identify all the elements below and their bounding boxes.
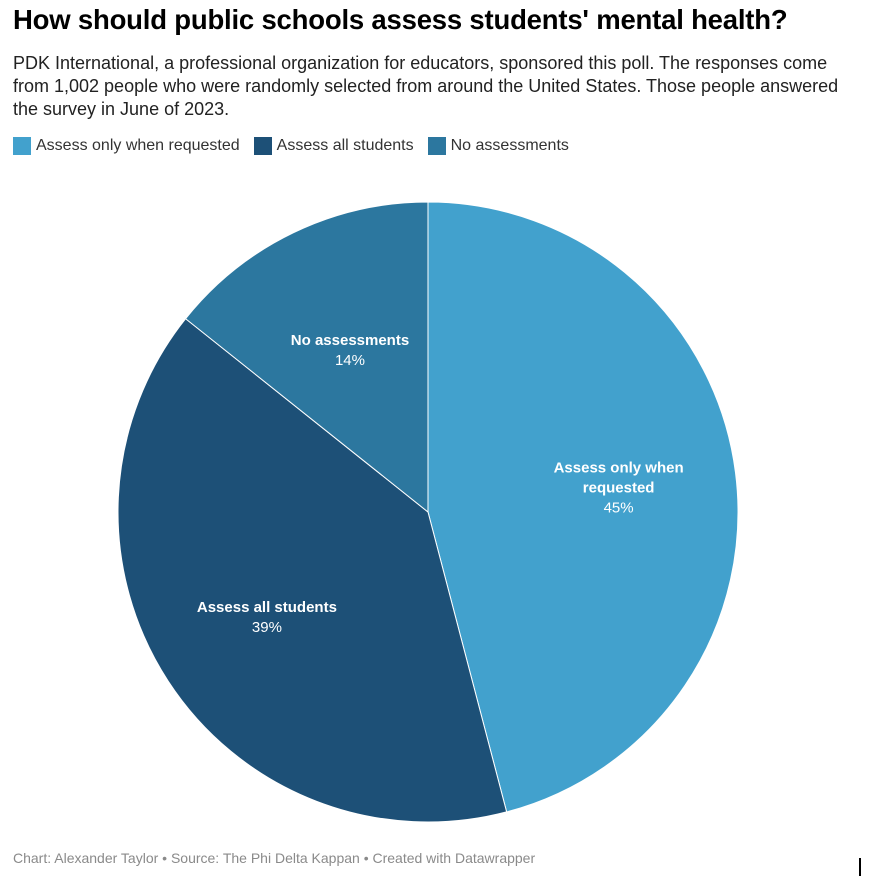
legend: Assess only when requested Assess all st… (13, 137, 583, 155)
legend-swatch (427, 137, 446, 155)
slice-label-value: 39% (252, 619, 282, 636)
legend-label: Assess only when requested (36, 137, 240, 154)
legend-item-assess-all: Assess all students (253, 137, 414, 155)
legend-swatch (13, 137, 31, 155)
slice-label-name: No assessments (291, 332, 409, 349)
slice-label-value: 14% (335, 352, 365, 369)
slice-label-name: requested (583, 479, 655, 496)
chart-subtitle: PDK International, a professional organi… (13, 53, 839, 119)
legend-swatch (253, 137, 272, 155)
legend-label: Assess all students (276, 137, 414, 154)
pie-slice-assess-all-students (117, 318, 508, 823)
slice-label-name: Assess all students (197, 599, 337, 616)
chart-footer: Chart: Alexander Taylor • Source: The Ph… (13, 850, 536, 866)
chart-title: How should public schools assess student… (13, 4, 788, 35)
legend-item-no-assessments: No assessments (427, 137, 569, 155)
pie-slice-assess-only-when-requested (427, 201, 739, 813)
slice-label-value: 45% (604, 499, 634, 516)
legend-item-assess-when-requested: Assess only when requested (13, 137, 240, 155)
slice-label-name: Assess only when (554, 459, 684, 476)
text-cursor (859, 858, 861, 876)
legend-label: No assessments (450, 137, 569, 154)
pie-slice-no-assessments (184, 201, 429, 514)
pie-labels: Assess only when requested 45% Assess all s… (197, 332, 684, 636)
pie-slices (117, 201, 739, 823)
